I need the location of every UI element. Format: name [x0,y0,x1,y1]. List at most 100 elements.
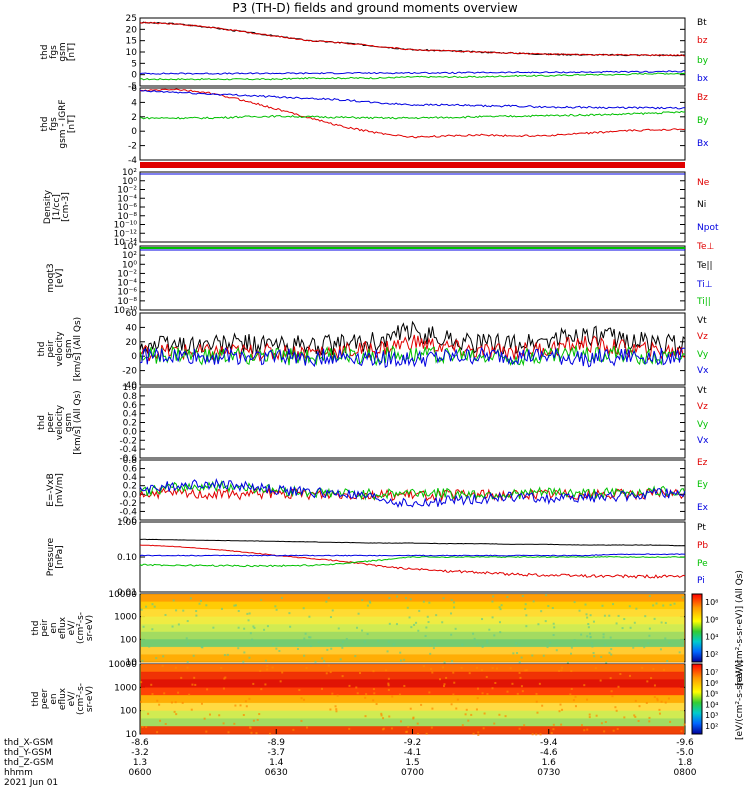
y-axis-label-line: fgs [49,45,59,59]
x-tick-zgsm: 1.6 [542,758,557,768]
heatmap-cell [339,644,342,647]
series-line-Pi [139,553,686,557]
heatmap-cell [150,683,153,686]
heatmap-cell [660,700,663,703]
heatmap-cell [361,629,364,632]
heatmap-cell [472,732,475,735]
heatmap-cell [443,661,446,664]
heatmap-cell [251,638,254,641]
heatmap-cell [424,634,427,637]
x-tick-xgsm: -9.6 [676,738,694,748]
heatmap-cell [454,627,457,630]
heatmap-cell [266,668,269,671]
heatmap-cell [536,711,539,714]
y-axis-label-line: eflux [58,616,68,639]
heatmap-cell [405,730,408,733]
y-tick-label: 5 [131,59,137,69]
heatmap-cell [428,691,431,694]
y-axis-label: thdpeervelocitygsm[km/s] (All Qs) [37,390,83,454]
heatmap-cell [549,641,552,644]
heatmap-cell [545,594,548,597]
heatmap-cell [553,626,556,629]
heatmap-cell [431,671,434,674]
heatmap-cell [580,633,583,636]
y-tick-label: 2 [131,113,137,123]
y-tick-label: 0 [131,352,137,362]
heatmap-cell [218,714,221,717]
y-axis-label-line: en [49,622,59,633]
heatmap-cell [337,627,340,630]
heatmap-cell [658,712,661,715]
legend-Pi: Pi [697,576,705,586]
heatmap-cell [476,643,479,646]
heatmap-cell [242,714,245,717]
y-tick-label: 10⁰ [122,260,137,270]
heatmap-cell [461,643,464,646]
heatmap-cell [476,687,479,690]
heatmap-cell [427,621,430,624]
legend-Vt: Vt [697,316,707,326]
series-line-bx [139,70,686,75]
y-axis-label-line: (cm²-s- [76,612,86,644]
heatmap-cell [539,733,542,736]
heatmap-band [141,718,684,727]
heatmap-cell [416,732,419,735]
y-axis-label: E=-VxB[mV/m] [46,473,65,507]
heatmap-cell [409,598,412,601]
heatmap-cell [488,628,491,631]
heatmap-cell [494,681,497,684]
heatmap-cell [515,642,518,645]
y-tick-label: 10⁻¹² [114,229,138,239]
y-tick-label: 10⁻⁴ [117,194,137,204]
heatmap-cell [372,670,375,673]
y-tick-label: 0.6 [123,401,138,411]
heatmap-cell [580,724,583,727]
heatmap-cell [142,625,145,628]
legend-by: by [697,56,709,66]
y-tick-label: 0.2 [123,482,137,492]
heatmap-cell [151,692,154,695]
heatmap-cell [356,692,359,695]
heatmap-cell [612,603,615,606]
heatmap-cell [537,623,540,626]
heatmap-cell [485,675,488,678]
y-tick-label: 10⁻¹⁴ [114,238,138,248]
heatmap-cell [335,708,338,711]
heatmap-band [141,710,684,719]
heatmap-cell [493,634,496,637]
heatmap-cell [605,661,608,664]
heatmap-cell [450,703,453,706]
colorbar [691,593,703,663]
heatmap-cell [532,600,535,603]
heatmap-cell [504,715,507,718]
heatmap-cell [588,716,591,719]
x-tick-ygsm: -5.0 [676,748,694,758]
heatmap-cell [164,722,167,725]
heatmap-cell [623,716,626,719]
heatmap-cell [499,608,502,611]
heatmap-cell [634,699,637,702]
heatmap-cell [601,604,604,607]
heatmap-cell [278,649,281,652]
heatmap-cell [271,666,274,669]
heatmap-cell [363,640,366,643]
heatmap-cell [189,597,192,600]
heatmap-cell [199,599,202,602]
heatmap-cell [155,657,158,660]
y-tick-label: -40 [122,381,137,391]
heatmap-cell [435,614,438,617]
y-tick-label: 1000 [114,683,137,693]
heatmap-cell [170,701,173,704]
heatmap-cell [493,722,496,725]
heatmap-cell [364,696,367,699]
heatmap-cell [258,713,261,716]
heatmap-cell [243,651,246,654]
heatmap-cell [594,667,597,670]
heatmap-cell [140,608,143,611]
heatmap-cell [425,732,428,735]
heatmap-cell [610,690,613,693]
heatmap-cell [615,622,618,625]
y-tick-label: 20 [126,25,138,35]
heatmap-cell [329,616,332,619]
heatmap-cell [303,637,306,640]
